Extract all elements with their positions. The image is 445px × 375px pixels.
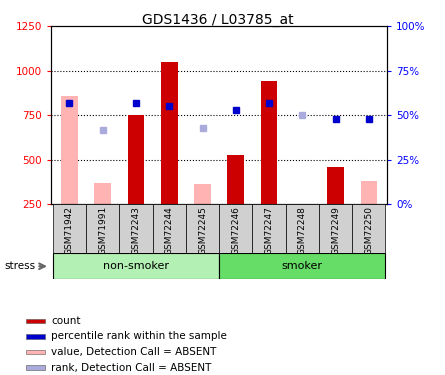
Text: GSM72248: GSM72248 xyxy=(298,206,307,255)
Bar xyxy=(161,62,178,204)
Text: rank, Detection Call = ABSENT: rank, Detection Call = ABSENT xyxy=(51,363,211,373)
Bar xyxy=(61,96,78,204)
FancyBboxPatch shape xyxy=(119,204,153,253)
Text: stress: stress xyxy=(4,261,36,271)
Text: GSM72244: GSM72244 xyxy=(165,206,174,255)
Text: value, Detection Call = ABSENT: value, Detection Call = ABSENT xyxy=(51,347,216,357)
FancyBboxPatch shape xyxy=(286,204,319,253)
Bar xyxy=(327,167,344,204)
Text: count: count xyxy=(51,316,81,326)
FancyBboxPatch shape xyxy=(153,204,186,253)
Bar xyxy=(360,181,377,204)
Text: GSM72247: GSM72247 xyxy=(265,206,274,255)
Bar xyxy=(26,350,45,354)
FancyBboxPatch shape xyxy=(219,204,252,253)
Bar xyxy=(26,319,45,323)
Text: GSM71991: GSM71991 xyxy=(98,206,107,255)
Bar xyxy=(261,81,277,204)
FancyBboxPatch shape xyxy=(319,204,352,253)
Bar xyxy=(26,366,45,370)
Bar xyxy=(227,154,244,204)
FancyBboxPatch shape xyxy=(352,204,385,253)
FancyBboxPatch shape xyxy=(186,204,219,253)
FancyBboxPatch shape xyxy=(252,204,286,253)
Bar xyxy=(194,184,211,204)
Text: GSM72250: GSM72250 xyxy=(364,206,373,255)
Text: GSM72243: GSM72243 xyxy=(132,206,141,255)
Text: non-smoker: non-smoker xyxy=(103,261,169,271)
Text: GSM72246: GSM72246 xyxy=(231,206,240,255)
Bar xyxy=(53,253,219,279)
Text: smoker: smoker xyxy=(282,261,323,271)
Text: percentile rank within the sample: percentile rank within the sample xyxy=(51,332,227,342)
Bar xyxy=(94,183,111,204)
Bar xyxy=(219,253,385,279)
FancyBboxPatch shape xyxy=(53,204,86,253)
Text: GSM72249: GSM72249 xyxy=(331,206,340,255)
Text: GSM71942: GSM71942 xyxy=(65,206,74,255)
Bar xyxy=(26,334,45,339)
Bar xyxy=(128,116,144,204)
Text: GDS1436 / L03785_at: GDS1436 / L03785_at xyxy=(142,13,294,27)
FancyBboxPatch shape xyxy=(86,204,119,253)
Text: GSM72245: GSM72245 xyxy=(198,206,207,255)
